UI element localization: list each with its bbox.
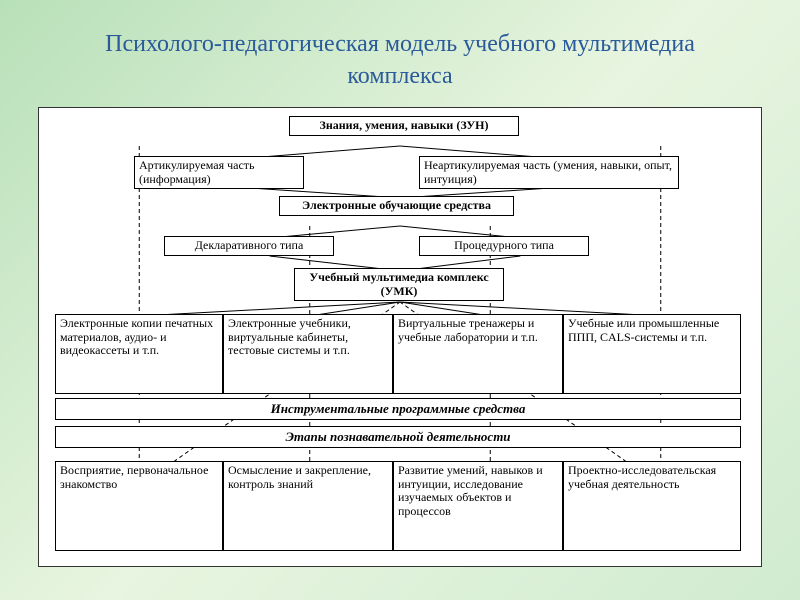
node-umk: Учебный мультимедиа комплекс (УМК) [294, 268, 504, 302]
diagram-canvas: Знания, умения, навыки (ЗУН) Артикулируе… [49, 116, 751, 556]
node-proc: Процедурного типа [419, 236, 589, 256]
banner-stages: Этапы познавательной деятельности [55, 426, 741, 448]
diagram-container: Знания, умения, навыки (ЗУН) Артикулируе… [38, 107, 762, 567]
node-artic: Артикулируемая часть (информация) [134, 156, 304, 190]
node-row4a: Электронные копии печатных материалов, а… [55, 314, 223, 394]
node-decl: Декларативного типа [164, 236, 334, 256]
node-row6d: Проектно-исследовательская учебная деяте… [563, 461, 741, 551]
node-eos: Электронные обучающие средства [279, 196, 514, 216]
node-row4c: Виртуальные тренажеры и учебные лаборато… [393, 314, 563, 394]
node-row6b: Осмысление и закрепление, контроль знани… [223, 461, 393, 551]
node-row4d: Учебные или промышленные ППП, CALS-систе… [563, 314, 741, 394]
node-row4b: Электронные учебники, виртуальные кабине… [223, 314, 393, 394]
node-zun: Знания, умения, навыки (ЗУН) [289, 116, 519, 136]
node-row6a: Восприятие, первоначальное знакомство [55, 461, 223, 551]
slide-title: Психолого-педагогическая модель учебного… [0, 0, 800, 107]
node-neartic: Неартикулируемая часть (умения, навыки, … [419, 156, 679, 190]
node-row6c: Развитие умений, навыков и интуиции, исс… [393, 461, 563, 551]
banner-tools: Инструментальные программные средства [55, 398, 741, 420]
